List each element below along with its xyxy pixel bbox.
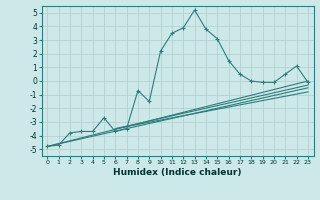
X-axis label: Humidex (Indice chaleur): Humidex (Indice chaleur) <box>113 168 242 177</box>
